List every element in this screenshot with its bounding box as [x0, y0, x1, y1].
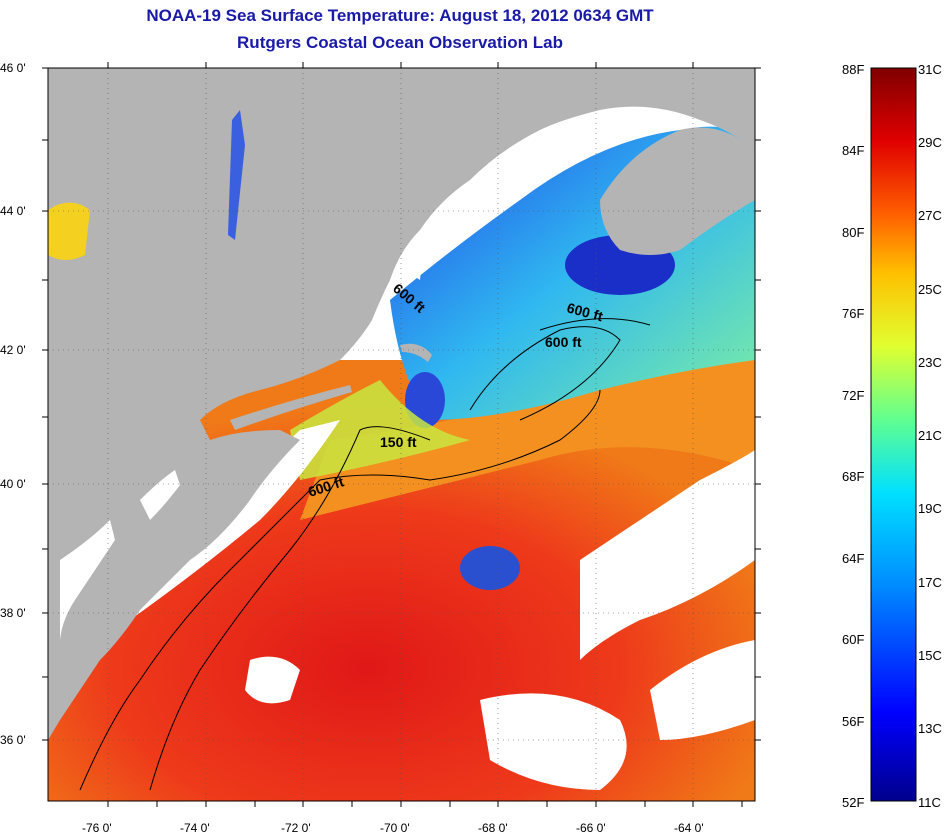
grid-lines [48, 68, 755, 801]
lon-label-76: -76 0' [82, 821, 112, 835]
cb-f-60: 60F [842, 632, 865, 647]
lat-label-40: 40 0' [0, 477, 26, 491]
cb-c-19: 19C [918, 501, 942, 516]
cb-c-27: 27C [918, 208, 942, 223]
cb-f-56: 56F [842, 714, 865, 729]
contour-georges [469, 326, 621, 421]
contour-600ft-outer [79, 389, 601, 791]
lat-label-44: 44 0' [0, 204, 26, 218]
cb-f-76: 76F [842, 306, 865, 321]
cb-f-84: 84F [842, 143, 865, 158]
lon-label-74: -74 0' [180, 821, 210, 835]
cb-f-52: 52F [842, 795, 865, 810]
lon-label-66: -66 0' [576, 821, 606, 835]
shelf-water [290, 380, 470, 480]
cb-c-17: 17C [918, 575, 942, 590]
cloud-south [480, 693, 627, 790]
lon-label-64: -64 0' [674, 821, 704, 835]
cloud-southeast [650, 640, 755, 740]
contour-label-600ft-3: 600 ft [545, 334, 582, 350]
chesapeake-bay [60, 520, 115, 640]
cb-f-72: 72F [842, 388, 865, 403]
cb-f-88: 88F [842, 62, 865, 77]
lon-axis: -76 0' -74 0' -72 0' -70 0' -68 0' -66 0… [82, 821, 704, 835]
cb-c-13: 13C [918, 721, 942, 736]
lon-label-70: -70 0' [380, 821, 410, 835]
cb-c-31: 31C [918, 62, 942, 77]
lake-champlain [228, 110, 245, 240]
lat-label-38: 38 0' [0, 606, 26, 620]
lon-label-68: -68 0' [478, 821, 508, 835]
lat-axis: 46 0' 44 0' 42 0' 40 0' 38 0' 36 0' [0, 61, 26, 747]
cloud-east [580, 450, 755, 660]
map-title: NOAA-19 Sea Surface Temperature: August … [146, 6, 654, 25]
cb-c-25: 25C [918, 282, 942, 297]
cb-c-11: 11C [918, 795, 941, 810]
land-mainland [48, 68, 755, 740]
contour-600ft-north [539, 318, 651, 331]
lake-water [48, 202, 90, 260]
land-cape-cod [400, 343, 432, 362]
colorbar [870, 67, 917, 802]
map-content [48, 68, 755, 801]
cloud-shelf [48, 420, 340, 700]
delaware-bay [140, 470, 180, 520]
cb-c-21: 21C [918, 428, 942, 443]
axis-ticks [42, 62, 761, 807]
land-long-island [230, 385, 352, 430]
lat-label-46: 46 0' [0, 61, 26, 75]
cb-f-64: 64F [842, 551, 865, 566]
cloud-small [245, 656, 300, 704]
cold-patch-south [405, 372, 445, 428]
cold-eddy [460, 546, 520, 590]
cb-f-68: 68F [842, 469, 865, 484]
lat-label-42: 42 0' [0, 343, 26, 357]
lon-label-72: -72 0' [281, 821, 311, 835]
cb-c-15: 15C [918, 648, 942, 663]
contour-label-150ft: 150 ft [380, 434, 417, 450]
cb-f-80: 80F [842, 225, 865, 240]
map-subtitle: Rutgers Coastal Ocean Observation Lab [237, 33, 563, 52]
contour-150ft [149, 426, 431, 791]
land-nova-scotia [600, 127, 755, 255]
cb-c-23: 23C [918, 355, 942, 370]
cb-c-29: 29C [918, 135, 942, 150]
lat-label-36: 36 0' [0, 733, 26, 747]
